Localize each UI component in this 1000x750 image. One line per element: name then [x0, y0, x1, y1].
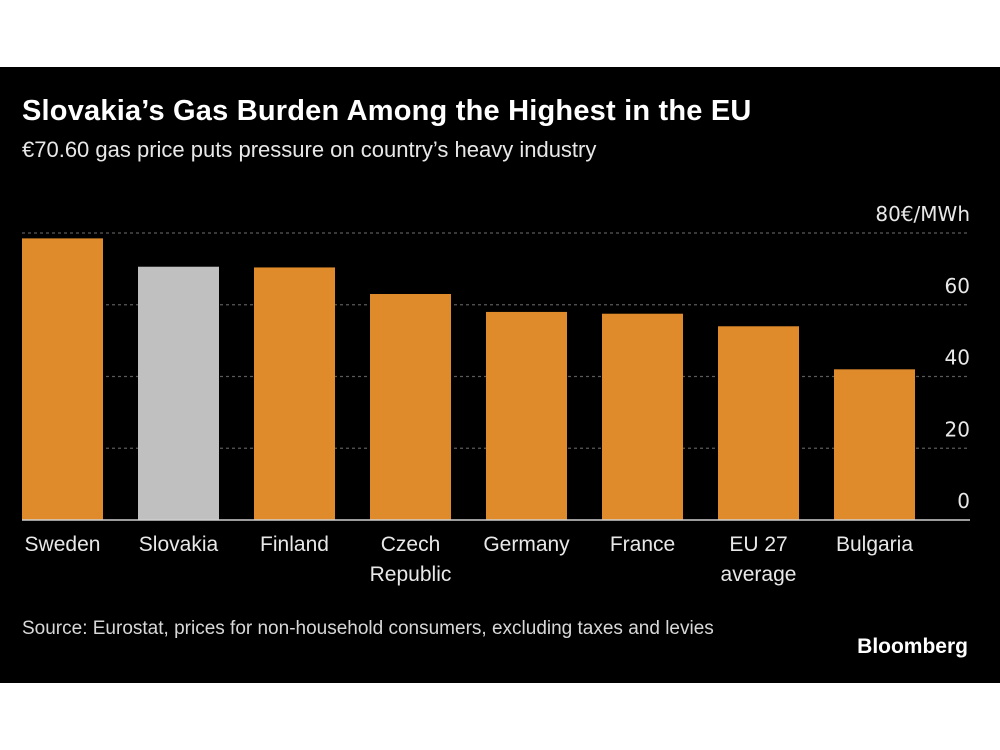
bar: [22, 238, 103, 520]
x-tick-label: average: [721, 563, 797, 586]
x-tick-label: Republic: [370, 563, 452, 586]
x-tick-label: Sweden: [25, 533, 101, 556]
bar-chart: 0 20 40 60 80€/MWh Sweden Slovakia Finland Czech…: [22, 202, 970, 586]
y-tick-label: 20: [945, 417, 970, 441]
bar: [138, 266, 219, 520]
bar: [718, 326, 799, 520]
bloomberg-logo: Bloomberg: [857, 635, 968, 658]
chart-subtitle: €70.60 gas price puts pressure on countr…: [22, 137, 597, 162]
bar: [370, 293, 451, 520]
x-tick-label: Slovakia: [139, 533, 219, 556]
x-tick-label: Germany: [483, 533, 570, 556]
x-tick-label: France: [610, 533, 675, 556]
bar: [486, 311, 567, 520]
source-note: Source: Eurostat, prices for non-househo…: [22, 618, 714, 639]
x-tick-label: Bulgaria: [836, 533, 913, 556]
y-tick-label: 0: [957, 489, 970, 513]
chart-title: Slovakia’s Gas Burden Among the Highest …: [22, 95, 752, 127]
y-tick-label: 40: [945, 346, 970, 370]
bar: [602, 313, 683, 520]
y-tick-label: 80€/MWh: [875, 202, 970, 226]
x-tick-label: EU 27: [729, 533, 787, 556]
x-tick-label: Czech: [381, 533, 441, 556]
chart-card: Slovakia’s Gas Burden Among the Highest …: [0, 67, 1000, 683]
bar: [254, 267, 335, 520]
y-tick-label: 60: [945, 274, 970, 298]
bar: [834, 369, 915, 520]
x-tick-label: Finland: [260, 533, 329, 556]
